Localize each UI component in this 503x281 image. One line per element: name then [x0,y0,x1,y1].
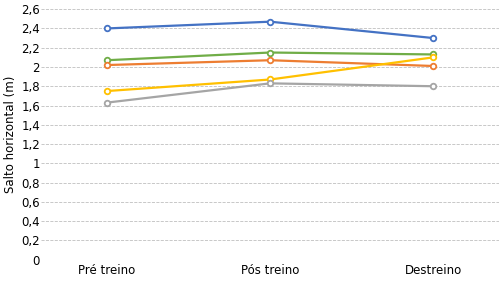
Y-axis label: Salto horizontal (m): Salto horizontal (m) [4,76,17,193]
